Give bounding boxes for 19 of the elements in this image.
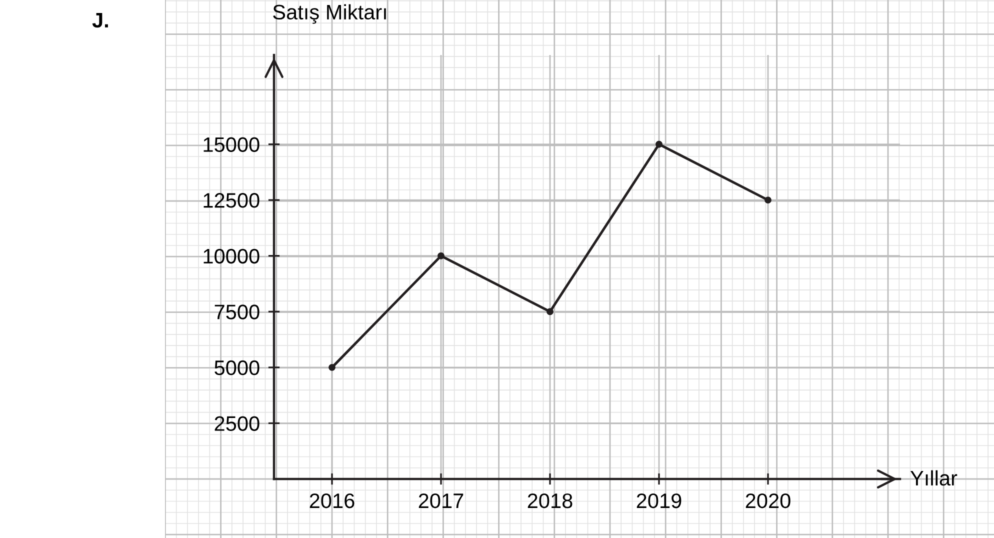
y-axis-title: Satış Miktarı	[273, 4, 386, 24]
x-tick-label: 2019	[636, 493, 682, 508]
x-tick-label: 2016	[310, 493, 354, 508]
point	[328, 364, 336, 371]
x-tick-label: 2018	[528, 493, 572, 508]
y-tick-label: 10000	[204, 248, 260, 264]
point	[656, 140, 662, 148]
x-tick-label: 2020	[746, 493, 790, 508]
point	[546, 308, 554, 316]
x-tick-label: 2017	[418, 493, 464, 508]
y-tick-label: 5000	[214, 360, 260, 376]
point	[764, 196, 772, 204]
y-tick-label: 2500	[214, 416, 260, 431]
y-tick-label: 15000	[204, 137, 260, 152]
text: J.	[92, 13, 108, 28]
point	[438, 252, 444, 260]
y-tick-label: 12500	[204, 193, 260, 208]
x-axis-title: Yıllar	[910, 470, 958, 486]
y-tick-label: 7500	[214, 304, 260, 320]
